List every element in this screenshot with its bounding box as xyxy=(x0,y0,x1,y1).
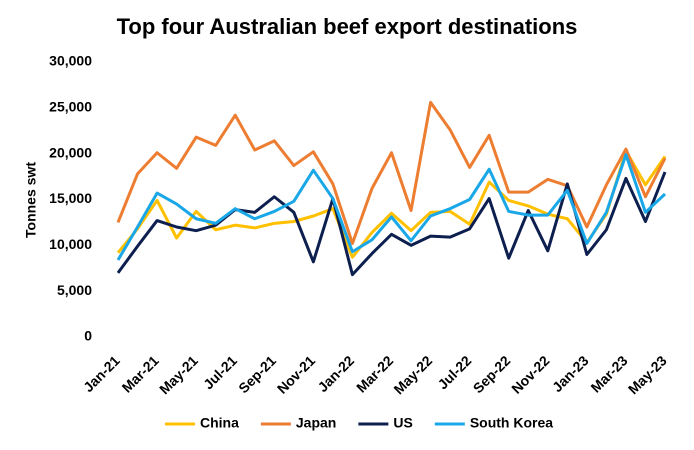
y-axis-label: Tonnes swt xyxy=(23,162,39,238)
x-tick-label: Nov-22 xyxy=(508,352,552,396)
x-tick-label: May-22 xyxy=(390,352,435,397)
legend-label: Japan xyxy=(296,415,336,431)
x-tick-label: Mar-21 xyxy=(119,352,162,395)
x-tick-label: May-21 xyxy=(156,352,201,397)
series-line xyxy=(116,153,667,261)
series-line xyxy=(116,149,667,259)
legend-label: US xyxy=(393,415,412,431)
x-tick-label: Sep-22 xyxy=(470,352,514,396)
x-tick-label: May-23 xyxy=(625,352,670,397)
y-tick-label: 20,000 xyxy=(49,144,92,160)
y-tick-label: 5,000 xyxy=(57,282,92,298)
x-tick-label: Mar-23 xyxy=(587,352,630,395)
y-tick-label: 25,000 xyxy=(49,99,92,115)
series-line xyxy=(116,100,667,245)
x-tick-label: Jan-21 xyxy=(80,352,123,395)
x-tick-label: Jan-23 xyxy=(549,352,592,395)
x-tick-label: Jan-22 xyxy=(314,352,357,395)
x-tick-label: Jul-21 xyxy=(200,352,240,392)
chart-title: Top four Australian beef export destinat… xyxy=(117,14,578,39)
x-tick-label: Mar-22 xyxy=(353,352,396,395)
legend-label: China xyxy=(200,415,239,431)
legend-label: South Korea xyxy=(470,415,553,431)
y-tick-label: 0 xyxy=(84,328,92,344)
x-tick-label: Jul-22 xyxy=(434,352,474,392)
x-tick-label: Sep-21 xyxy=(235,352,279,396)
y-tick-label: 10,000 xyxy=(49,236,92,252)
y-tick-label: 15,000 xyxy=(49,190,92,206)
series-line xyxy=(116,171,667,277)
x-tick-label: Nov-21 xyxy=(274,352,318,396)
y-tick-label: 30,000 xyxy=(49,53,92,69)
